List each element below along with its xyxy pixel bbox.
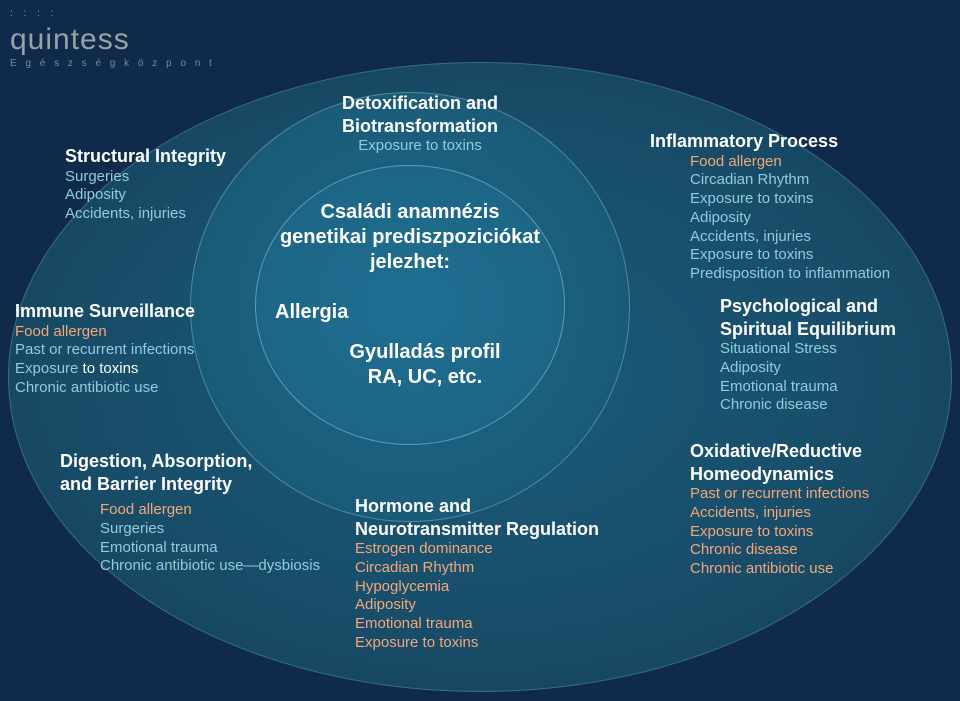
center-bottom: Gyulladás profil RA, UC, etc.	[320, 340, 530, 390]
immune-i1: Food allergen	[15, 323, 195, 342]
detox-title-1: Detoxification and	[300, 92, 540, 115]
center-l1: Családi anamnézis	[260, 200, 560, 225]
immune-block: Immune Surveillance Food allergen Past o…	[15, 300, 195, 398]
hormone-i4: Emotional trauma	[355, 615, 599, 634]
immune-i3b: to toxins	[83, 360, 139, 377]
center-title: Családi anamnézis genetikai prediszpozic…	[260, 200, 560, 275]
digestion-i2: Surgeries	[100, 520, 320, 539]
structural-title: Structural Integrity	[65, 145, 226, 168]
digestion-t2: and Barrier Integrity	[60, 473, 320, 496]
digestion-t1: Digestion, Absorption,	[60, 450, 320, 473]
structural-i2: Accidents, injuries	[65, 205, 226, 224]
psych-i2: Emotional trauma	[720, 378, 896, 397]
psych-t2: Spiritual Equilibrium	[720, 318, 896, 341]
center-b1: Gyulladás profil	[320, 340, 530, 365]
immune-i4: Chronic antibiotic use	[15, 379, 195, 398]
inflam-r1: Exposure to toxins	[690, 190, 890, 209]
digestion-i4: Chronic antibiotic use—dysbiosis	[100, 557, 320, 576]
inflam-i1: Food allergen	[690, 153, 890, 172]
center-l3: jelezhet:	[260, 250, 560, 275]
center-left-label: Allergia	[275, 300, 348, 325]
hormone-i1: Circadian Rhythm	[355, 559, 599, 578]
inflam-r5: Predisposition to inflammation	[690, 265, 890, 284]
oxid-i2: Exposure to toxins	[690, 523, 869, 542]
oxid-t2: Homeodynamics	[690, 463, 869, 486]
inflam-block: Inflammatory Process Food allergen Circa…	[650, 130, 890, 284]
immune-i3: Exposure to toxins	[15, 360, 195, 379]
digestion-block: Digestion, Absorption, and Barrier Integ…	[60, 450, 320, 576]
logo-tagline: E g é s z s é g k ö z p o n t	[10, 58, 215, 71]
hormone-block: Hormone and Neurotransmitter Regulation …	[355, 495, 599, 653]
hormone-i0: Estrogen dominance	[355, 540, 599, 559]
immune-title: Immune Surveillance	[15, 300, 195, 323]
center-l2: genetikai prediszpoziciókat	[260, 225, 560, 250]
psych-t1: Psychological and	[720, 295, 896, 318]
hormone-i2: Hypoglycemia	[355, 578, 599, 597]
logo: : : : : quintess E g é s z s é g k ö z p…	[10, 8, 215, 71]
center-allergia: Allergia	[275, 300, 348, 325]
logo-name: quintess	[10, 21, 215, 59]
digestion-i3: Emotional trauma	[100, 539, 320, 558]
psych-i1: Adiposity	[720, 359, 896, 378]
oxid-i4: Chronic antibiotic use	[690, 560, 869, 579]
immune-i3a: Exposure	[15, 360, 83, 377]
hormone-i5: Exposure to toxins	[355, 634, 599, 653]
detox-sub: Exposure to toxins	[300, 137, 540, 156]
hormone-t1: Hormone and	[355, 495, 599, 518]
detox-block: Detoxification and Biotransformation Exp…	[300, 92, 540, 156]
inflam-r0: Circadian Rhythm	[690, 171, 890, 190]
inflam-r4: Exposure to toxins	[690, 246, 890, 265]
oxid-block: Oxidative/Reductive Homeodynamics Past o…	[690, 440, 869, 579]
detox-title-2: Biotransformation	[300, 115, 540, 138]
psych-i3: Chronic disease	[720, 396, 896, 415]
logo-dots: : : : :	[10, 8, 215, 21]
inflam-r3: Accidents, injuries	[690, 228, 890, 247]
digestion-i1: Food allergen	[100, 501, 320, 520]
oxid-t1: Oxidative/Reductive	[690, 440, 869, 463]
immune-i2: Past or recurrent infections	[15, 341, 195, 360]
structural-block: Structural Integrity Surgeries Adiposity…	[65, 145, 226, 224]
hormone-i3: Adiposity	[355, 596, 599, 615]
hormone-t2: Neurotransmitter Regulation	[355, 518, 599, 541]
oxid-i0: Past or recurrent infections	[690, 485, 869, 504]
structural-i0: Surgeries	[65, 168, 226, 187]
inflam-r2: Adiposity	[690, 209, 890, 228]
psych-block: Psychological and Spiritual Equilibrium …	[720, 295, 896, 415]
structural-i1: Adiposity	[65, 186, 226, 205]
center-b2: RA, UC, etc.	[320, 365, 530, 390]
oxid-i3: Chronic disease	[690, 541, 869, 560]
psych-i0: Situational Stress	[720, 340, 896, 359]
oxid-i1: Accidents, injuries	[690, 504, 869, 523]
inflam-title: Inflammatory Process	[650, 130, 890, 153]
